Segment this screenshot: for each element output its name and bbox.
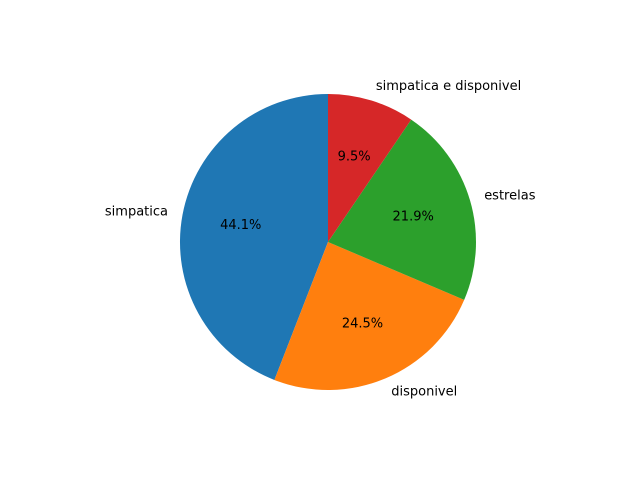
slice-label-simpatica-e-disponivel: simpatica e disponivel xyxy=(376,79,521,94)
slice-label-disponivel: disponivel xyxy=(391,385,457,400)
pie-slice-disponivel xyxy=(274,242,465,391)
pie-slice-estrelas xyxy=(328,119,476,300)
slice-label-simpatica: simpatica xyxy=(105,205,168,220)
slice-percent-simpatica: 44.1% xyxy=(220,218,261,233)
pie-slices xyxy=(179,94,476,391)
slice-percent-simpatica-e-disponivel: 9.5% xyxy=(338,150,371,165)
pie-slice-simpatica-e-disponivel xyxy=(328,94,412,242)
slice-label-estrelas: estrelas xyxy=(484,189,536,204)
slice-percent-estrelas: 21.9% xyxy=(393,209,434,224)
pie-labels: simpatica 44.1% disponivel 24.5% estrelas 21.… xyxy=(105,79,536,400)
slice-percent-disponivel: 24.5% xyxy=(342,316,383,331)
pie-slice-simpatica xyxy=(179,94,328,380)
